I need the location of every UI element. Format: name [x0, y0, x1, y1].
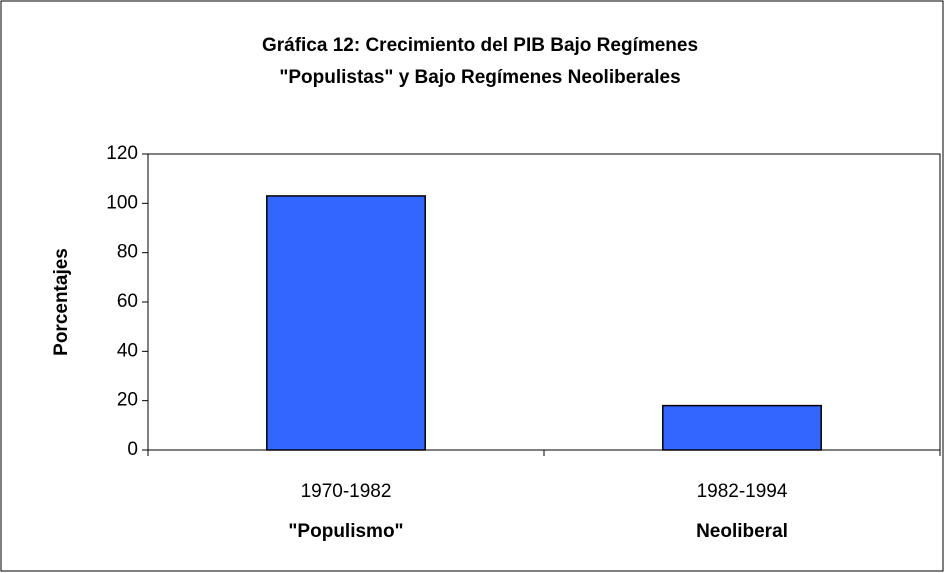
- chart-title: "Populistas" y Bajo Regímenes Neoliberal…: [279, 67, 680, 88]
- x-group-label: Neoliberal: [696, 521, 788, 542]
- y-axis-label: Porcentajes: [51, 248, 72, 356]
- bar: [662, 404, 822, 451]
- y-tick-label: 0: [127, 439, 138, 460]
- y-tick-label: 120: [106, 143, 138, 164]
- y-tick-label: 60: [117, 291, 138, 312]
- y-tick-label: 40: [117, 340, 138, 361]
- chart-title: Gráfica 12: Crecimiento del PIB Bajo Reg…: [262, 35, 698, 56]
- y-tick-label: 20: [117, 390, 138, 411]
- plot-border: [148, 153, 941, 450]
- y-tick-label: 80: [117, 242, 138, 263]
- x-tick-label: 1970-1982: [301, 481, 392, 502]
- y-tick-label: 100: [106, 192, 138, 213]
- bar: [266, 195, 426, 451]
- x-tick-label: 1982-1994: [697, 481, 788, 502]
- x-group-label: "Populismo": [288, 521, 403, 542]
